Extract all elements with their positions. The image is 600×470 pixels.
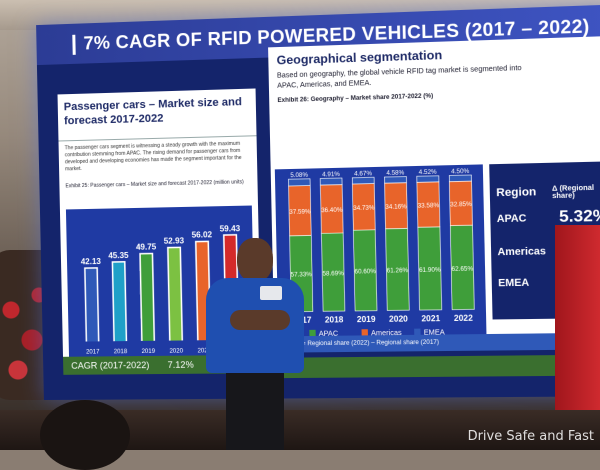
segment-emea-2022 — [449, 175, 471, 182]
segment-value-label: 32.85% — [450, 202, 472, 209]
x-tick-label: 2017 — [86, 349, 100, 355]
bar-2018 — [113, 263, 126, 342]
segment-value-label: 60.60% — [354, 269, 376, 276]
region-apac: APAC — [497, 213, 527, 225]
audience-head-silhouette — [40, 400, 130, 470]
passenger-cars-description: The passenger cars segment is witnessing… — [59, 136, 258, 181]
presenter-pants — [226, 373, 284, 450]
presenter — [200, 238, 310, 450]
region-emea: EMEA — [498, 278, 529, 290]
segment-value-label: 62.65% — [451, 266, 473, 273]
bar-2017 — [86, 269, 98, 342]
segment-value-label: 61.90% — [419, 267, 441, 274]
segment-value-label: 61.26% — [387, 268, 409, 275]
bar-value-label: 49.75 — [136, 243, 157, 252]
x-tick-label: 2021 — [421, 314, 441, 324]
x-tick-label: 2019 — [357, 315, 376, 324]
segment-value-label: 36.40% — [321, 208, 343, 215]
bar-value-label: 52.93 — [164, 236, 185, 245]
segment-value-label: 34.73% — [353, 206, 375, 213]
presenter-head — [237, 238, 273, 282]
geographical-segmentation-panel: Geographical segmentation Based on geogr… — [268, 36, 600, 353]
bar-value-label: 59.43 — [220, 224, 241, 234]
bar-2020 — [169, 248, 182, 340]
segment-value-label: 5.08% — [290, 173, 308, 180]
segment-emea-2017 — [288, 179, 310, 186]
segment-emea-2018 — [320, 178, 342, 185]
watermark: Drive Safe and Fast — [468, 429, 594, 444]
segment-value-label: 37.59% — [289, 209, 311, 216]
cagr-label: CAGR (2017-2022) — [71, 360, 149, 371]
x-tick-label: 2020 — [169, 349, 183, 355]
region-header: Region — [496, 186, 536, 199]
green-footer-bar — [275, 355, 600, 379]
segment-value-label: 4.52% — [419, 170, 438, 177]
bar-value-label: 45.35 — [108, 251, 129, 260]
title-bar-accent — [72, 35, 75, 55]
presenter-arms — [230, 310, 290, 330]
segment-value-label: 58.69% — [322, 271, 344, 277]
x-tick-label: 2019 — [141, 349, 155, 355]
segment-emea-2019 — [352, 177, 374, 184]
x-tick-label: 2022 — [454, 314, 474, 324]
segment-value-label: 4.91% — [322, 172, 341, 179]
bar-2019 — [141, 254, 154, 341]
segment-value-label: 4.50% — [451, 169, 470, 176]
bar-value-label: 42.13 — [81, 257, 102, 266]
segment-emea-2020 — [384, 177, 406, 184]
passenger-cars-heading: Passenger cars – Market size and forecas… — [58, 88, 257, 141]
delta-header: Δ (Regional share) — [552, 184, 600, 200]
segment-value-label: 4.58% — [386, 170, 405, 177]
presentation-screen: 7% CAGR OF RFID POWERED VEHICLES (2017 –… — [36, 5, 600, 400]
cagr-value: 7.12% — [168, 360, 194, 370]
x-tick-label: 2020 — [389, 314, 409, 324]
delta-footnote: share) = Regional share (2022) – Regiona… — [274, 333, 600, 353]
x-tick-label: 2018 — [114, 349, 128, 355]
segment-value-label: 4.67% — [354, 171, 373, 178]
segment-value-label: 33.58% — [418, 203, 440, 210]
x-tick-label: 2018 — [325, 315, 344, 324]
shirt-logo — [260, 286, 282, 300]
region-americas: Americas — [497, 246, 546, 258]
segment-value-label: 34.16% — [385, 204, 407, 211]
segment-emea-2021 — [417, 176, 439, 183]
